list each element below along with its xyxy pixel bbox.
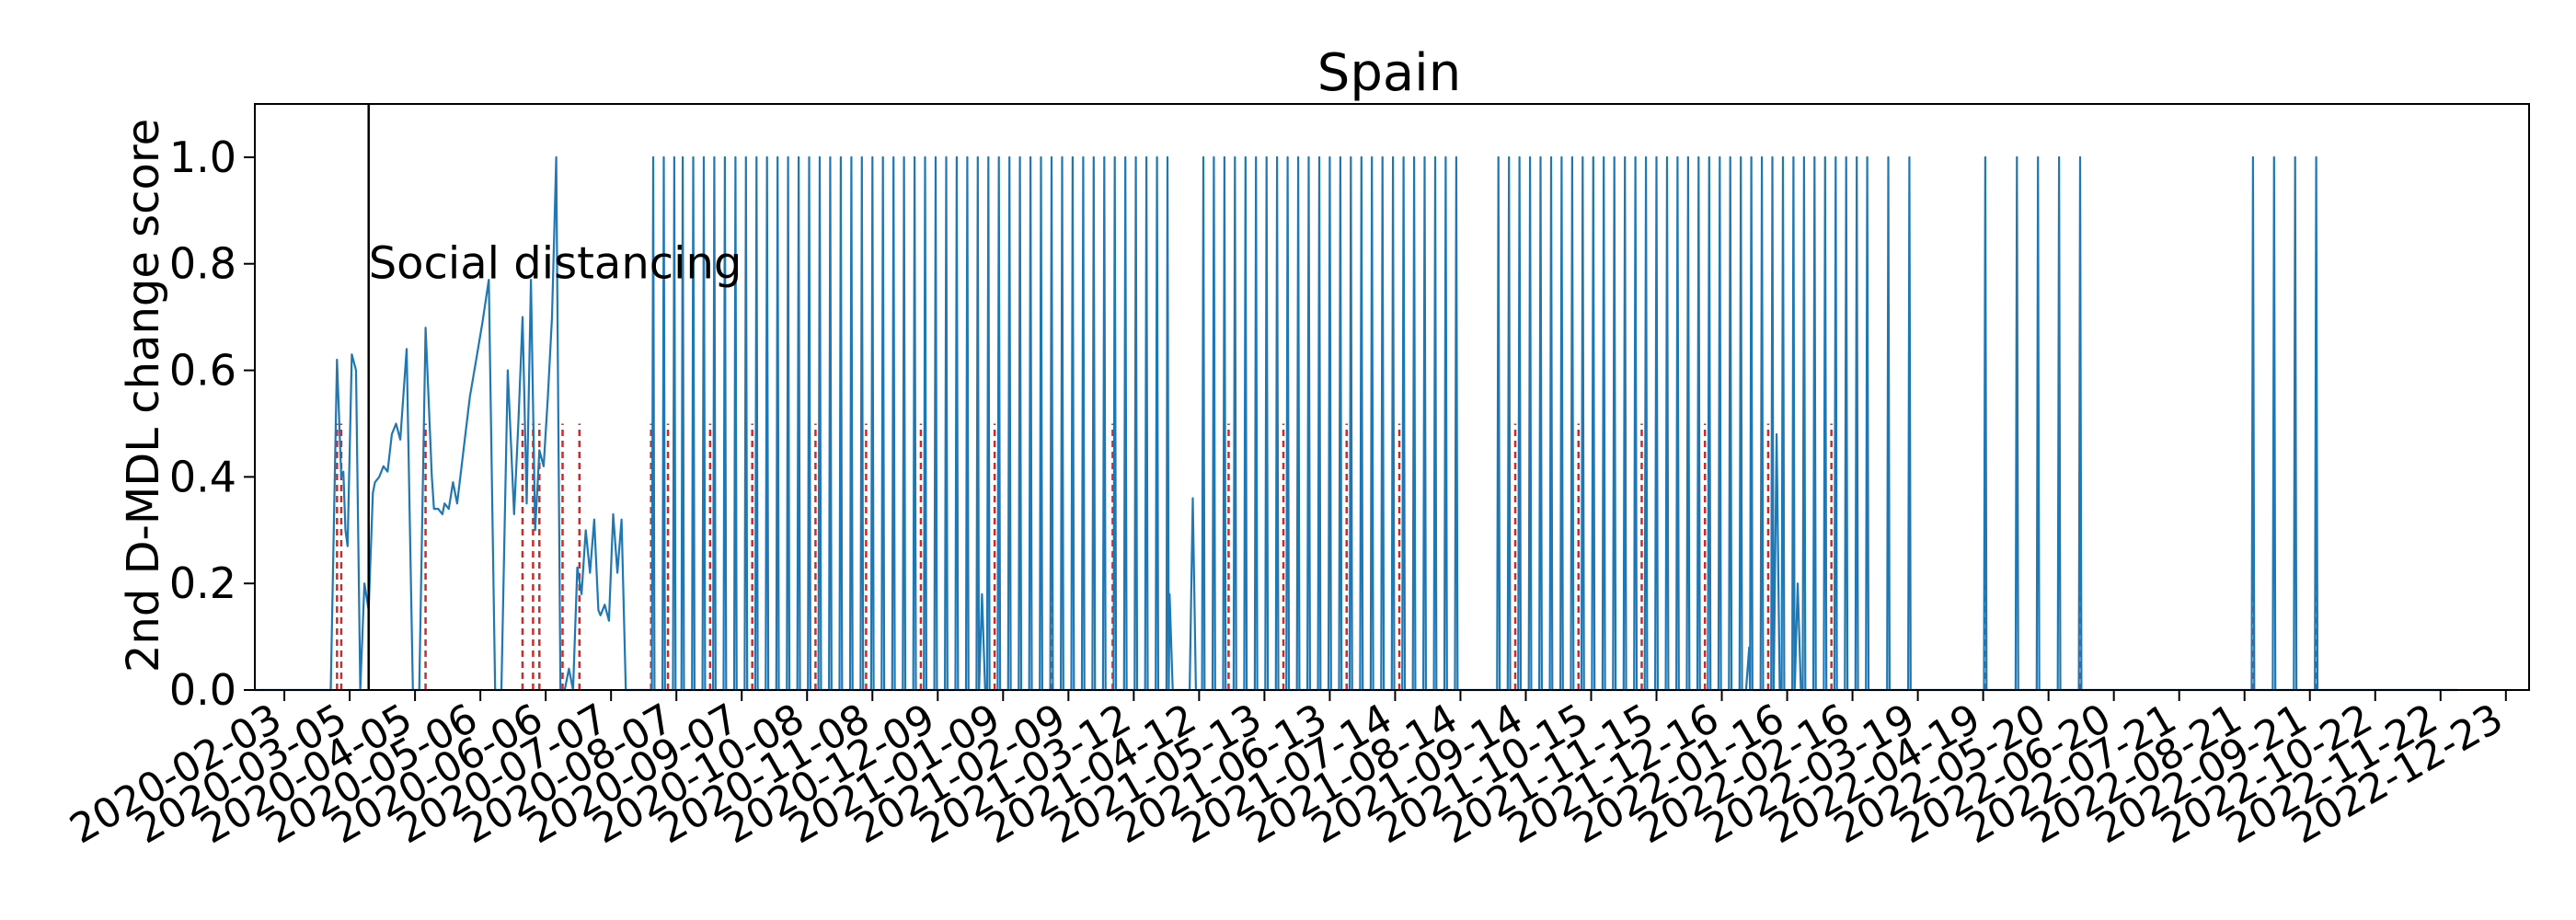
y-axis-label: 2nd D-MDL change score [118, 119, 169, 673]
y-tick-label: 0.6 [169, 346, 236, 396]
y-tick-label: 0.8 [169, 239, 236, 289]
y-tick-label: 0.0 [169, 665, 236, 715]
annotation-social-distancing: Social distancing [369, 238, 742, 290]
y-tick-label: 0.4 [169, 452, 236, 501]
plot-area [255, 155, 2458, 692]
chart-title: Spain [1317, 43, 1461, 103]
series-line [255, 155, 2458, 692]
y-ticks: 0.0 0.2 0.4 0.6 0.8 1.0 [169, 132, 255, 715]
y-tick-label: 0.2 [169, 558, 236, 608]
plot-frame [254, 103, 2530, 691]
x-ticks: 2020-02-032020-03-052020-04-052020-05-06… [63, 690, 2511, 853]
y-tick-label: 1.0 [169, 132, 236, 182]
